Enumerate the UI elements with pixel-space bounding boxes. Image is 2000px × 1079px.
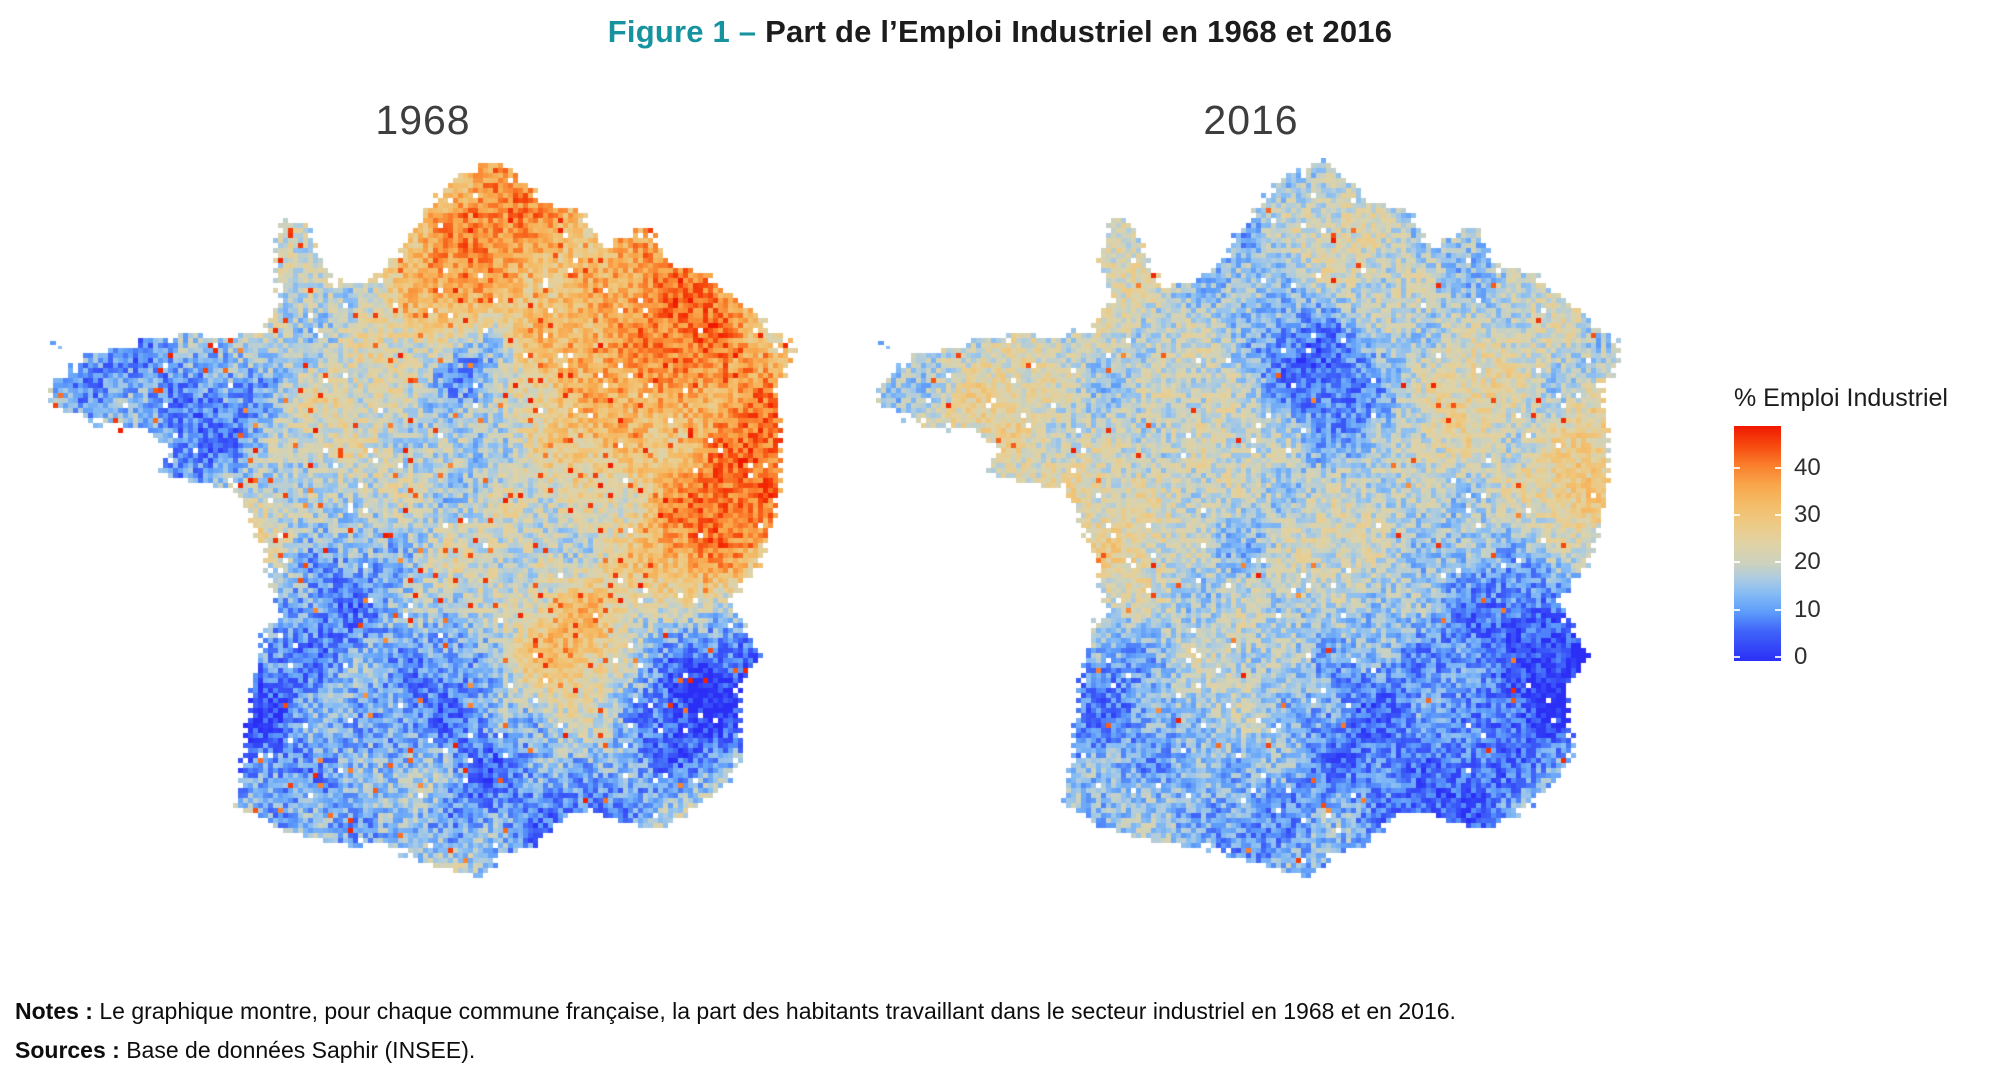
legend-tick-label: 10 bbox=[1794, 595, 1821, 623]
legend-tick-notch bbox=[1734, 608, 1740, 611]
sources-text: Base de données Saphir (INSEE). bbox=[119, 1037, 476, 1063]
legend-tick-notch bbox=[1734, 514, 1740, 517]
legend: % Emploi Industriel 40 30 20 10 0 bbox=[1734, 384, 2000, 670]
legend-tick-notch bbox=[1775, 656, 1781, 658]
map-year-label-1968: 1968 bbox=[375, 97, 471, 143]
legend-title: % Emploi Industriel bbox=[1734, 384, 1948, 412]
legend-tick-notch bbox=[1775, 466, 1781, 469]
map-year-label-2016: 2016 bbox=[1203, 97, 1299, 143]
sources-line: Sources : Base de données Saphir (INSEE)… bbox=[15, 1031, 1456, 1070]
legend-tick-label: 0 bbox=[1794, 643, 1808, 670]
figure-separator: – bbox=[729, 14, 766, 49]
notes-text: Le graphique montre, pour chaque commune… bbox=[92, 998, 1456, 1024]
figure-label: Figure 1 bbox=[607, 14, 730, 49]
sources-label: Sources : bbox=[15, 1037, 120, 1063]
legend-colorbar bbox=[1734, 426, 1781, 661]
legend-tick-notch bbox=[1775, 561, 1781, 564]
notes-label: Notes : bbox=[15, 998, 93, 1024]
choropleth-map-1968 bbox=[48, 158, 798, 898]
notes-line: Notes : Le graphique montre, pour chaque… bbox=[15, 992, 1456, 1031]
legend-tick-notch bbox=[1734, 561, 1740, 564]
legend-tick-label: 20 bbox=[1794, 548, 1821, 576]
figure-title-text: Part de l’Emploi Industriel en 1968 et 2… bbox=[765, 14, 1393, 49]
map-panel-2016: 2016 bbox=[876, 92, 1626, 898]
legend-tick-notch bbox=[1734, 656, 1740, 658]
legend-tick-label: 40 bbox=[1794, 453, 1821, 481]
legend-tick-notch bbox=[1775, 514, 1781, 517]
map-panel-1968: 1968 bbox=[48, 92, 798, 898]
legend-tick-notch bbox=[1734, 466, 1740, 469]
legend-tick-label: 30 bbox=[1794, 501, 1821, 529]
legend-colorbar-wrap: 40 30 20 10 0 bbox=[1734, 426, 1821, 670]
legend-tick-notch bbox=[1775, 608, 1781, 611]
choropleth-map-2016 bbox=[876, 158, 1626, 898]
figure-title: Figure 1 – Part de l’Emploi Industriel e… bbox=[0, 14, 2000, 50]
figure-notes: Notes : Le graphique montre, pour chaque… bbox=[15, 992, 1456, 1070]
